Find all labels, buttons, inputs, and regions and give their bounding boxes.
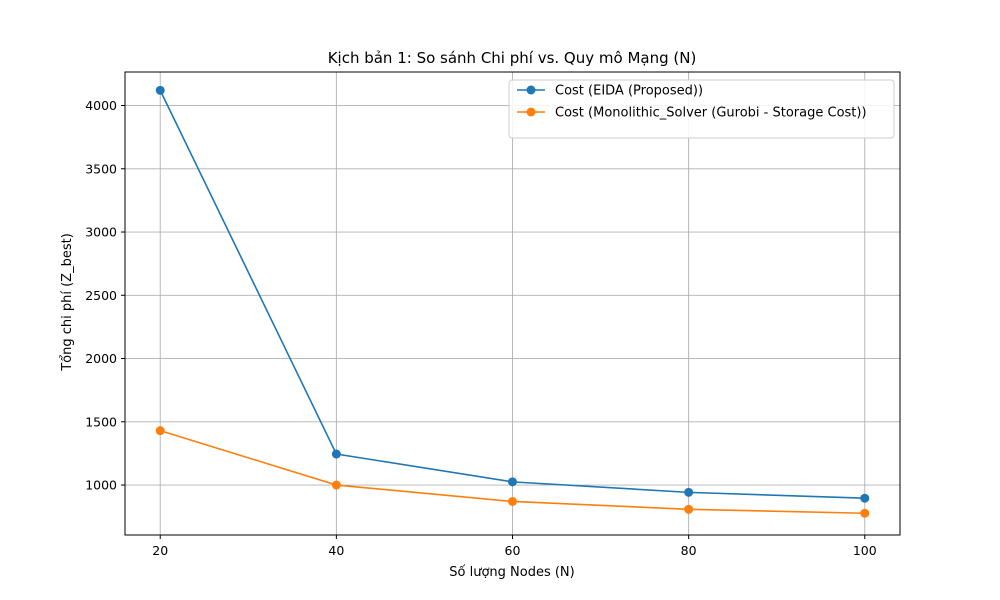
legend: Cost (EIDA (Proposed)) Cost (Monolithic_S… xyxy=(508,79,895,139)
data-point xyxy=(331,480,341,490)
data-point xyxy=(860,508,870,518)
data-point xyxy=(684,504,694,514)
data-point xyxy=(508,496,517,506)
data-point xyxy=(860,493,870,503)
series-1 xyxy=(155,85,870,503)
data-point xyxy=(684,487,694,497)
chart-title: Kịch bản 1: So sánh Chi phí vs. Quy mô M… xyxy=(328,49,697,67)
x-tick-label: 100 xyxy=(853,543,877,558)
y-tick-label: 3500 xyxy=(85,161,117,176)
y-tick-label: 1000 xyxy=(85,478,117,493)
y-axis-label: Tổng chi phí (Z_best) xyxy=(60,233,75,372)
y-tick-label: 1500 xyxy=(85,414,117,429)
data-point xyxy=(155,85,165,95)
data-point xyxy=(508,477,517,487)
legend-item: Cost (EIDA (Proposed)) xyxy=(517,84,703,99)
series-2 xyxy=(155,426,870,518)
series-layer xyxy=(155,85,870,518)
y-tick-label: 3000 xyxy=(85,225,117,240)
x-tick-label: 80 xyxy=(681,543,697,558)
legend-marker xyxy=(526,85,536,95)
x-axis-label: Số lượng Nodes (N) xyxy=(449,565,574,580)
data-point xyxy=(331,449,341,459)
y-tick-label: 2500 xyxy=(85,288,117,303)
x-tick-label: 40 xyxy=(328,543,344,558)
x-axis-ticks: 20 40 60 80 100 xyxy=(152,535,877,558)
legend-label: Cost (Monolithic_Solver (Gurobi - Storag… xyxy=(555,106,867,121)
legend-label: Cost (EIDA (Proposed)) xyxy=(555,84,703,99)
legend-item: Cost (Monolithic_Solver (Gurobi - Storag… xyxy=(517,106,867,121)
grid-lines xyxy=(125,72,900,535)
legend-box xyxy=(508,79,895,139)
y-axis-ticks: 1000 1500 2000 2500 3000 3500 4000 xyxy=(85,98,125,493)
y-tick-label: 2000 xyxy=(85,351,117,366)
y-tick-label: 4000 xyxy=(85,98,117,113)
x-tick-label: 60 xyxy=(505,543,521,558)
x-tick-label: 20 xyxy=(152,543,168,558)
legend-marker xyxy=(526,107,536,117)
data-point xyxy=(155,426,165,436)
